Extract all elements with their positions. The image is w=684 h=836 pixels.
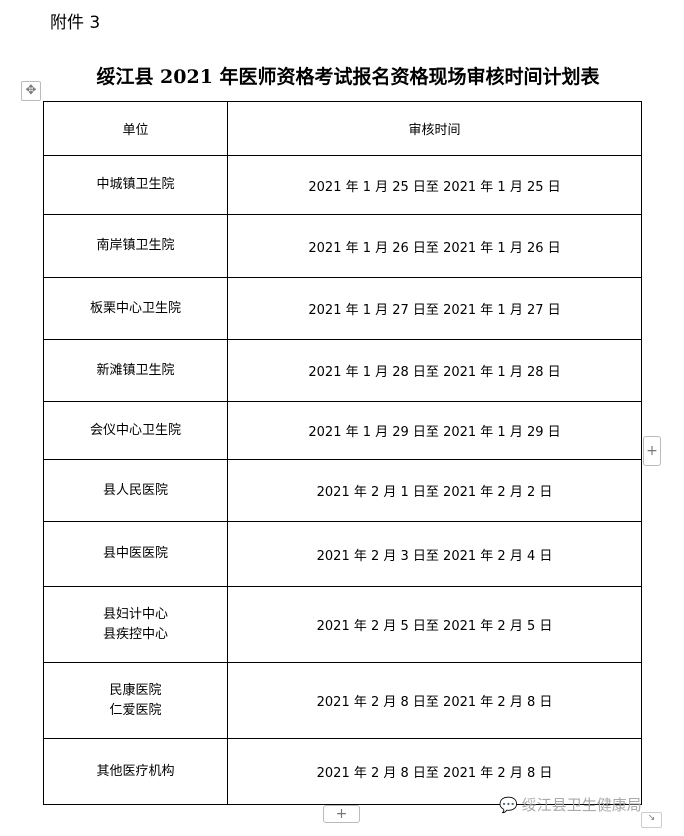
attachment-label: 附件 3 xyxy=(50,13,101,33)
unit-cell: 会仪中心卫生院 xyxy=(43,401,228,460)
unit-name: 南岸镇卫生院 xyxy=(96,238,175,253)
table-row: 南岸镇卫生院 2021 年 1 月 26 日至 2021 年 1 月 26 日 xyxy=(43,214,642,278)
unit-name: 县妇计中心 xyxy=(102,606,168,622)
time-cell: 2021 年 2 月 3 日至 2021 年 2 月 4 日 xyxy=(227,521,642,587)
table-row: 民康医院 仁爱医院 2021 年 2 月 8 日至 2021 年 2 月 8 日 xyxy=(43,662,642,739)
time-cell: 2021 年 1 月 26 日至 2021 年 1 月 26 日 xyxy=(227,214,642,278)
unit-cell: 县人民医院 xyxy=(43,459,228,522)
unit-cell: 民康医院 仁爱医院 xyxy=(43,662,228,739)
time-cell: 2021 年 2 月 8 日至 2021 年 2 月 8 日 xyxy=(227,738,642,805)
unit-cell: 其他医疗机构 xyxy=(43,738,228,805)
add-row-button[interactable]: + xyxy=(323,805,360,823)
unit-cell: 南岸镇卫生院 xyxy=(43,214,228,278)
unit-name: 县疾控中心 xyxy=(102,626,168,642)
table-resize-handle[interactable]: ↘ xyxy=(641,812,662,828)
unit-cell: 县中医医院 xyxy=(43,521,228,587)
unit-cell: 板栗中心卫生院 xyxy=(43,277,228,340)
wechat-icon: 💬 xyxy=(499,796,518,814)
unit-name: 民康医院 xyxy=(109,682,162,698)
table-row: 会仪中心卫生院 2021 年 1 月 29 日至 2021 年 1 月 29 日 xyxy=(43,401,642,460)
table-row: 板栗中心卫生院 2021 年 1 月 27 日至 2021 年 1 月 27 日 xyxy=(43,277,642,340)
header-unit: 单位 xyxy=(43,101,228,156)
table-row: 中城镇卫生院 2021 年 1 月 25 日至 2021 年 1 月 25 日 xyxy=(43,155,642,215)
unit-name: 板栗中心卫生院 xyxy=(89,300,181,316)
table-row: 县妇计中心 县疾控中心 2021 年 2 月 5 日至 2021 年 2 月 5 日 xyxy=(43,586,642,663)
table-row: 县中医医院 2021 年 2 月 3 日至 2021 年 2 月 4 日 xyxy=(43,521,642,587)
document-title: 绥江县 2021 年医师资格考试报名资格现场审核时间计划表 xyxy=(96,66,600,88)
time-cell: 2021 年 1 月 27 日至 2021 年 1 月 27 日 xyxy=(227,277,642,340)
time-cell: 2021 年 1 月 28 日至 2021 年 1 月 28 日 xyxy=(227,339,642,402)
unit-name: 会仪中心卫生院 xyxy=(89,422,181,438)
table-row: 县人民医院 2021 年 2 月 1 日至 2021 年 2 月 2 日 xyxy=(43,459,642,522)
time-cell: 2021 年 1 月 25 日至 2021 年 1 月 25 日 xyxy=(227,155,642,215)
time-cell: 2021 年 2 月 5 日至 2021 年 2 月 5 日 xyxy=(227,586,642,663)
table-row: 新滩镇卫生院 2021 年 1 月 28 日至 2021 年 1 月 28 日 xyxy=(43,339,642,402)
unit-name: 其他医疗机构 xyxy=(96,763,175,779)
time-cell: 2021 年 2 月 8 日至 2021 年 2 月 8 日 xyxy=(227,662,642,739)
unit-name: 仁爱医院 xyxy=(109,702,162,718)
time-cell: 2021 年 1 月 29 日至 2021 年 1 月 29 日 xyxy=(227,401,642,460)
unit-cell: 中城镇卫生院 xyxy=(43,155,228,215)
unit-name: 中城镇卫生院 xyxy=(96,177,175,192)
unit-name: 新滩镇卫生院 xyxy=(96,362,175,378)
time-cell: 2021 年 2 月 1 日至 2021 年 2 月 2 日 xyxy=(227,459,642,522)
unit-cell: 新滩镇卫生院 xyxy=(43,339,228,402)
unit-cell: 县妇计中心县疾控中心 xyxy=(43,586,228,663)
watermark: 💬 绥江县卫生健康局 xyxy=(499,796,642,814)
add-column-button[interactable]: + xyxy=(643,436,661,466)
table-move-icon[interactable]: ✥ xyxy=(21,81,41,101)
unit-name: 县中医医院 xyxy=(102,546,168,561)
schedule-table: 单位 审核时间 中城镇卫生院 2021 年 1 月 25 日至 2021 年 1 … xyxy=(43,101,642,805)
table-header-row: 单位 审核时间 xyxy=(43,101,642,156)
unit-name: 县人民医院 xyxy=(102,482,168,498)
table-row: 其他医疗机构 2021 年 2 月 8 日至 2021 年 2 月 8 日 xyxy=(43,738,642,805)
header-time: 审核时间 xyxy=(227,101,642,156)
